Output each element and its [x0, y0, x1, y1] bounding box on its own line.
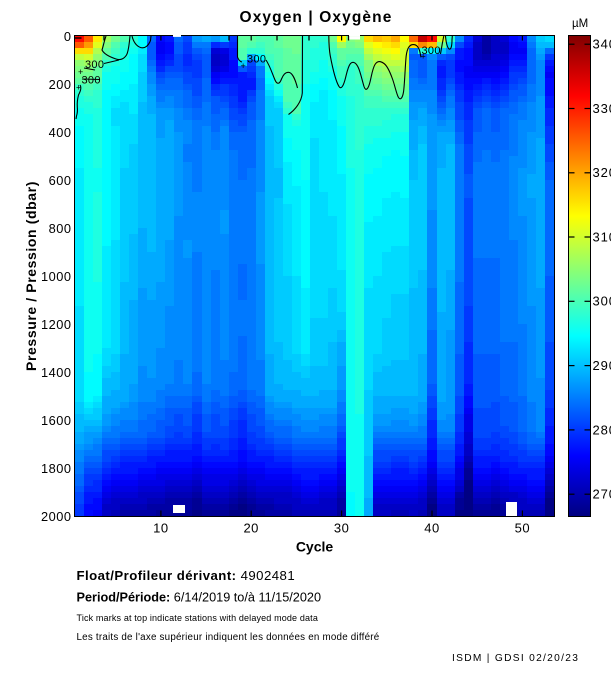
svg-text:Pressure / Pression (dbar): Pressure / Pression (dbar)	[23, 181, 39, 371]
svg-text:400: 400	[49, 125, 72, 140]
svg-text:330: 330	[593, 101, 611, 116]
svg-text:Tick marks at top indicate sta: Tick marks at top indicate stations with…	[77, 613, 318, 623]
svg-text:600: 600	[49, 173, 72, 188]
svg-text:+: +	[241, 61, 246, 71]
svg-text:310: 310	[593, 229, 611, 244]
svg-text:0: 0	[64, 29, 72, 44]
svg-text:Cycle: Cycle	[296, 539, 334, 555]
svg-text:300: 300	[85, 59, 104, 71]
svg-text:ISDM | GDSI 02/20/23: ISDM | GDSI 02/20/23	[452, 653, 579, 664]
svg-text:200: 200	[49, 77, 72, 92]
svg-text:1000: 1000	[41, 269, 71, 284]
svg-text:1400: 1400	[41, 365, 71, 380]
svg-text:300: 300	[247, 54, 266, 66]
svg-text:Period/Période: 6/14/2019 to/à: Period/Période: 6/14/2019 to/à 11/15/202…	[77, 591, 322, 605]
svg-text:320: 320	[593, 165, 611, 180]
svg-text:2000: 2000	[41, 509, 71, 524]
svg-text:+: +	[78, 67, 83, 77]
svg-text:Float/Profileur dérivant: 4902: Float/Profileur dérivant: 4902481	[77, 568, 296, 583]
svg-text:290: 290	[593, 358, 611, 373]
svg-text:270: 270	[593, 487, 611, 502]
svg-text:Oxygen | Oxygène: Oxygen | Oxygène	[240, 9, 393, 26]
svg-text:300: 300	[82, 75, 101, 87]
svg-text:50: 50	[515, 521, 530, 536]
svg-text:µM: µM	[572, 18, 588, 30]
svg-text:800: 800	[49, 221, 72, 236]
svg-text:1600: 1600	[41, 413, 71, 428]
svg-text:20: 20	[243, 521, 258, 536]
svg-text:1800: 1800	[41, 461, 71, 476]
svg-text:10: 10	[153, 521, 168, 536]
svg-text:+: +	[76, 83, 81, 93]
svg-text:300: 300	[593, 294, 611, 309]
svg-text:Les traits de l'axe supérieur: Les traits de l'axe supérieur indiquent …	[77, 632, 380, 643]
svg-text:280: 280	[593, 422, 611, 437]
svg-text:+: +	[421, 52, 426, 62]
svg-text:1200: 1200	[41, 317, 71, 332]
svg-text:30: 30	[334, 521, 349, 536]
svg-text:340: 340	[593, 37, 611, 52]
svg-text:300: 300	[422, 45, 441, 57]
svg-text:40: 40	[424, 521, 439, 536]
